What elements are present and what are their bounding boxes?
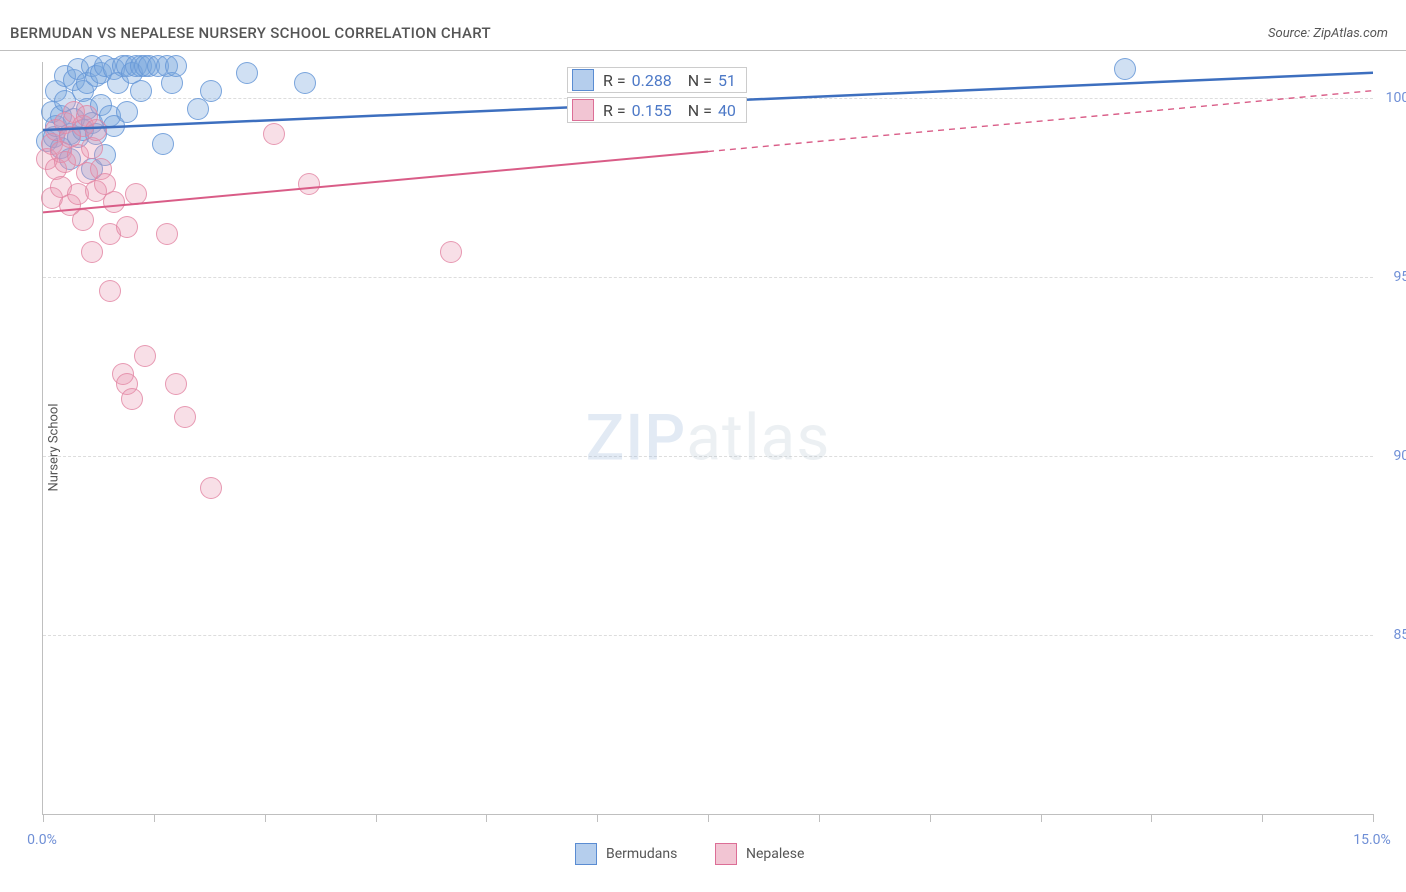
scatter-point	[156, 223, 178, 245]
scatter-point	[125, 183, 147, 205]
x-tick	[1041, 814, 1042, 822]
stat-box-bermudans: R = 0.288 N = 51	[567, 67, 747, 93]
x-tick	[708, 814, 709, 822]
scatter-point	[116, 216, 138, 238]
swatch-pink-icon	[572, 99, 594, 121]
x-tick	[930, 814, 931, 822]
x-tick	[597, 814, 598, 822]
watermark-bold: ZIP	[586, 401, 687, 476]
scatter-point	[121, 388, 143, 410]
scatter-point	[236, 62, 258, 84]
scatter-point	[134, 345, 156, 367]
scatter-point	[200, 477, 222, 499]
scatter-point	[165, 373, 187, 395]
scatter-point	[85, 119, 107, 141]
scatter-point	[152, 133, 174, 155]
scatter-point	[294, 72, 316, 94]
stat-r-label: R =	[603, 101, 626, 120]
stat-r-value: 0.288	[632, 71, 672, 90]
legend-label: Bermudans	[606, 846, 677, 862]
stat-n-label: N =	[688, 71, 712, 90]
x-tick	[819, 814, 820, 822]
legend-nepalese: Nepalese	[715, 843, 804, 865]
scatter-point	[72, 209, 94, 231]
x-tick	[43, 814, 44, 822]
y-tick-label: 85.0%	[1393, 627, 1406, 643]
gridline	[43, 456, 1373, 457]
chart-source: Source: ZipAtlas.com	[1268, 26, 1388, 41]
chart-plot-area: ZIPatlas 85.0%90.0%95.0%100.0%	[42, 62, 1373, 815]
gridline	[43, 635, 1373, 636]
scatter-point	[165, 55, 187, 77]
scatter-point	[187, 98, 209, 120]
legend-bermudans: Bermudans	[575, 843, 677, 865]
scatter-point	[298, 173, 320, 195]
gridline	[43, 277, 1373, 278]
scatter-point	[81, 241, 103, 263]
x-tick	[1151, 814, 1152, 822]
stat-n-value: 40	[718, 101, 736, 120]
swatch-blue-icon	[575, 843, 597, 865]
scatter-point	[1114, 58, 1136, 80]
x-tick	[154, 814, 155, 822]
scatter-point	[440, 241, 462, 263]
scatter-point	[99, 280, 121, 302]
x-tick	[376, 814, 377, 822]
x-tick	[486, 814, 487, 822]
x-tick	[1262, 814, 1263, 822]
x-tick	[1373, 814, 1374, 822]
x-tick-label: 15.0%	[1353, 832, 1391, 848]
scatter-point	[263, 123, 285, 145]
y-tick-label: 100.0%	[1386, 90, 1406, 106]
scatter-point	[103, 191, 125, 213]
stat-r-label: R =	[603, 71, 626, 90]
chart-title: BERMUDAN VS NEPALESE NURSERY SCHOOL CORR…	[10, 24, 491, 42]
watermark: ZIPatlas	[586, 401, 831, 476]
swatch-blue-icon	[572, 69, 594, 91]
watermark-light: atlas	[686, 401, 830, 476]
x-tick-label: 0.0%	[27, 832, 57, 848]
stat-box-nepalese: R = 0.155 N = 40	[567, 97, 747, 123]
swatch-pink-icon	[715, 843, 737, 865]
scatter-point	[200, 80, 222, 102]
chart-header: BERMUDAN VS NEPALESE NURSERY SCHOOL CORR…	[0, 0, 1406, 51]
stat-n-label: N =	[688, 101, 712, 120]
y-tick-label: 95.0%	[1393, 269, 1406, 285]
x-tick	[265, 814, 266, 822]
stat-r-value: 0.155	[632, 101, 672, 120]
scatter-point	[174, 406, 196, 428]
stat-n-value: 51	[718, 71, 736, 90]
y-tick-label: 90.0%	[1393, 448, 1406, 464]
trend-lines-svg	[43, 62, 1373, 814]
scatter-point	[116, 101, 138, 123]
legend-label: Nepalese	[746, 846, 804, 862]
scatter-point	[130, 80, 152, 102]
